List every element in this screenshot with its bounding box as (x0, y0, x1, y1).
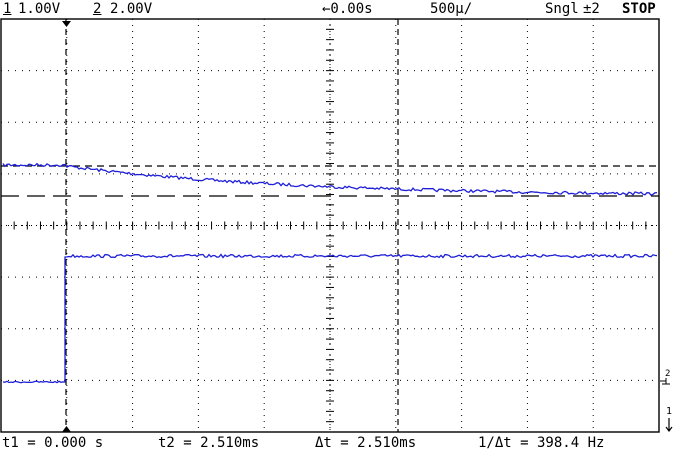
cursor-readout-bar: t1 = 0.000 s t2 = 2.510ms Δt = 2.510ms 1… (0, 434, 674, 452)
cursor-t2-readout[interactable]: t2 = 2.510ms (158, 435, 260, 451)
horizontal-delay[interactable]: ←0.00s (322, 1, 373, 17)
ch1-marker-label: 1 (666, 406, 672, 417)
ch1-trace (2, 162, 658, 196)
timebase[interactable]: 500µ/ (430, 1, 473, 17)
ch2-marker-arrow-icon (660, 378, 670, 385)
ch1-scale[interactable]: 1.00V (18, 1, 61, 17)
cursor-delta-t-readout[interactable]: Δt = 2.510ms (315, 435, 417, 451)
cursor-t1-readout[interactable]: t1 = 0.000 s (2, 435, 104, 451)
ch1-marker-arrow-icon (665, 418, 673, 432)
ch2-trace (2, 253, 658, 384)
cursor-inverse-delta-readout[interactable]: 1/Δt = 398.4 Hz (478, 435, 605, 451)
ch1-number[interactable]: 1 (3, 1, 12, 17)
top-status-bar: 1 1.00V 2 2.00V ←0.00s 500µ/ Sngl ±2 STO… (0, 0, 674, 18)
trigger-marker-bottom-icon (62, 426, 71, 432)
run-state[interactable]: STOP (622, 1, 656, 17)
cursor-lines (1, 19, 659, 432)
ch2-marker-label: 2 (665, 369, 670, 379)
ch2-number[interactable]: 2 (93, 1, 102, 17)
trigger-marker-top-icon (62, 21, 71, 27)
trigger-mode[interactable]: Sngl (545, 1, 579, 17)
graticule (0, 18, 659, 433)
traces (2, 162, 658, 384)
trigger-source[interactable]: ±2 (583, 1, 600, 17)
ch2-scale[interactable]: 2.00V (110, 1, 153, 17)
